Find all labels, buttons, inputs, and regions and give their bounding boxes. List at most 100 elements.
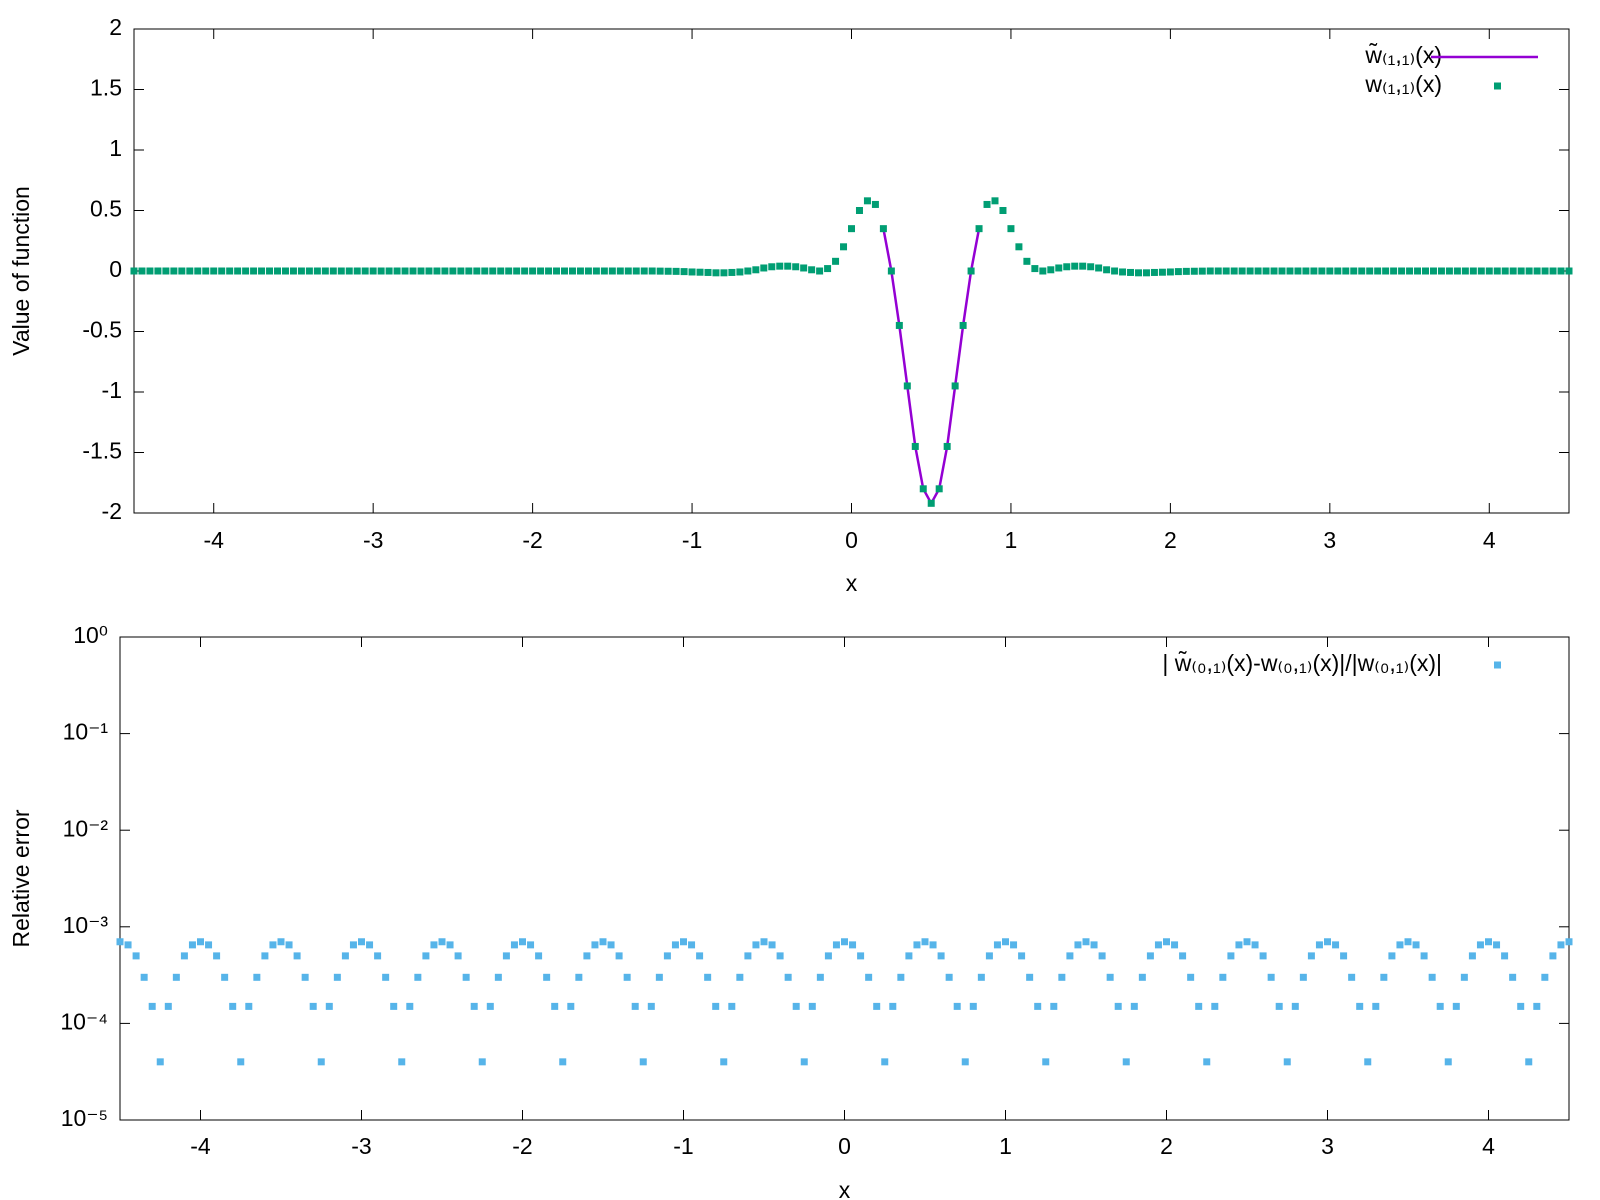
data-point	[688, 268, 696, 276]
data-point	[1291, 1002, 1299, 1010]
data-point	[366, 941, 374, 949]
data-point	[631, 1002, 639, 1010]
data-point	[124, 941, 132, 949]
data-point	[349, 941, 357, 949]
data-point	[1533, 267, 1541, 275]
data-point	[229, 1002, 237, 1010]
data-point	[824, 265, 832, 273]
data-point	[1055, 264, 1063, 272]
data-point	[345, 267, 353, 275]
data-point	[289, 267, 297, 275]
data-point	[473, 267, 481, 275]
data-point	[951, 382, 959, 390]
data-point	[1299, 973, 1307, 981]
y-tick-label: 10⁻⁴	[60, 1008, 108, 1034]
data-point	[497, 267, 505, 275]
data-point	[1042, 1058, 1050, 1066]
data-point	[1010, 941, 1018, 949]
x-axis-label: x	[839, 1177, 851, 1200]
data-point	[945, 973, 953, 981]
data-point	[1428, 973, 1436, 981]
data-point	[465, 267, 473, 275]
data-point	[1509, 973, 1517, 981]
data-point	[1119, 268, 1127, 276]
data-point	[1348, 973, 1356, 981]
data-point	[1090, 941, 1098, 949]
data-point	[967, 267, 975, 275]
data-point	[1018, 952, 1026, 960]
data-point	[537, 267, 545, 275]
data-point	[333, 973, 341, 981]
data-point	[1476, 941, 1484, 949]
data-point	[1130, 1002, 1138, 1010]
data-point	[1150, 268, 1158, 276]
data-point	[178, 267, 186, 275]
data-point	[116, 938, 124, 946]
data-point	[202, 267, 210, 275]
data-point	[1259, 952, 1267, 960]
data-point	[1286, 267, 1294, 275]
data-point	[519, 938, 526, 946]
data-point	[1047, 266, 1055, 274]
data-point	[1388, 952, 1396, 960]
data-point	[1206, 267, 1214, 275]
data-point	[1098, 952, 1106, 960]
data-point	[1190, 267, 1198, 275]
data-point	[1310, 267, 1318, 275]
data-point	[197, 938, 204, 946]
data-point	[486, 1002, 494, 1010]
data-point	[188, 941, 196, 949]
data-point	[849, 941, 857, 949]
data-point	[961, 1058, 969, 1066]
plot-border	[119, 636, 1570, 1121]
data-point	[242, 267, 250, 275]
legend-label: w₍₁,₁₎(x)	[1364, 71, 1442, 97]
data-point	[576, 267, 584, 275]
data-point	[309, 1002, 317, 1010]
data-point	[1007, 225, 1015, 233]
legend-swatch	[1494, 82, 1501, 90]
data-point	[728, 268, 736, 276]
data-point	[1366, 267, 1374, 275]
data-point	[1163, 938, 1170, 946]
data-point	[1501, 952, 1509, 960]
data-point	[529, 267, 537, 275]
data-point	[959, 321, 967, 329]
data-point	[1332, 941, 1340, 949]
data-point	[1066, 952, 1074, 960]
data-point	[647, 1002, 655, 1010]
data-point	[1246, 267, 1254, 275]
data-point	[1146, 952, 1154, 960]
data-point	[1374, 267, 1382, 275]
data-point	[154, 267, 162, 275]
data-point	[1187, 973, 1195, 981]
data-point	[148, 1002, 156, 1010]
data-point	[1238, 267, 1246, 275]
data-point	[138, 267, 146, 275]
data-point	[975, 225, 983, 233]
y-tick-label: 2	[109, 14, 122, 40]
data-point	[873, 1002, 881, 1010]
data-point	[1079, 262, 1087, 270]
y-tick-label: 0.5	[90, 196, 122, 222]
data-point	[353, 267, 361, 275]
data-point	[1382, 267, 1390, 275]
data-point	[441, 267, 449, 275]
x-tick-label: 0	[845, 527, 858, 553]
data-point	[146, 267, 154, 275]
data-point	[760, 264, 768, 272]
data-point	[1445, 267, 1453, 275]
data-point	[417, 267, 425, 275]
data-point	[1444, 1058, 1452, 1066]
data-point	[1414, 267, 1422, 275]
y-tick-label: 1	[109, 135, 122, 161]
data-point	[567, 1002, 575, 1010]
data-point	[887, 267, 895, 275]
data-point	[1023, 257, 1031, 265]
data-point	[632, 267, 640, 275]
legend-swatch	[1494, 661, 1501, 669]
data-point	[253, 973, 261, 981]
data-point	[527, 941, 535, 949]
data-point	[390, 1002, 398, 1010]
data-point	[977, 973, 985, 981]
